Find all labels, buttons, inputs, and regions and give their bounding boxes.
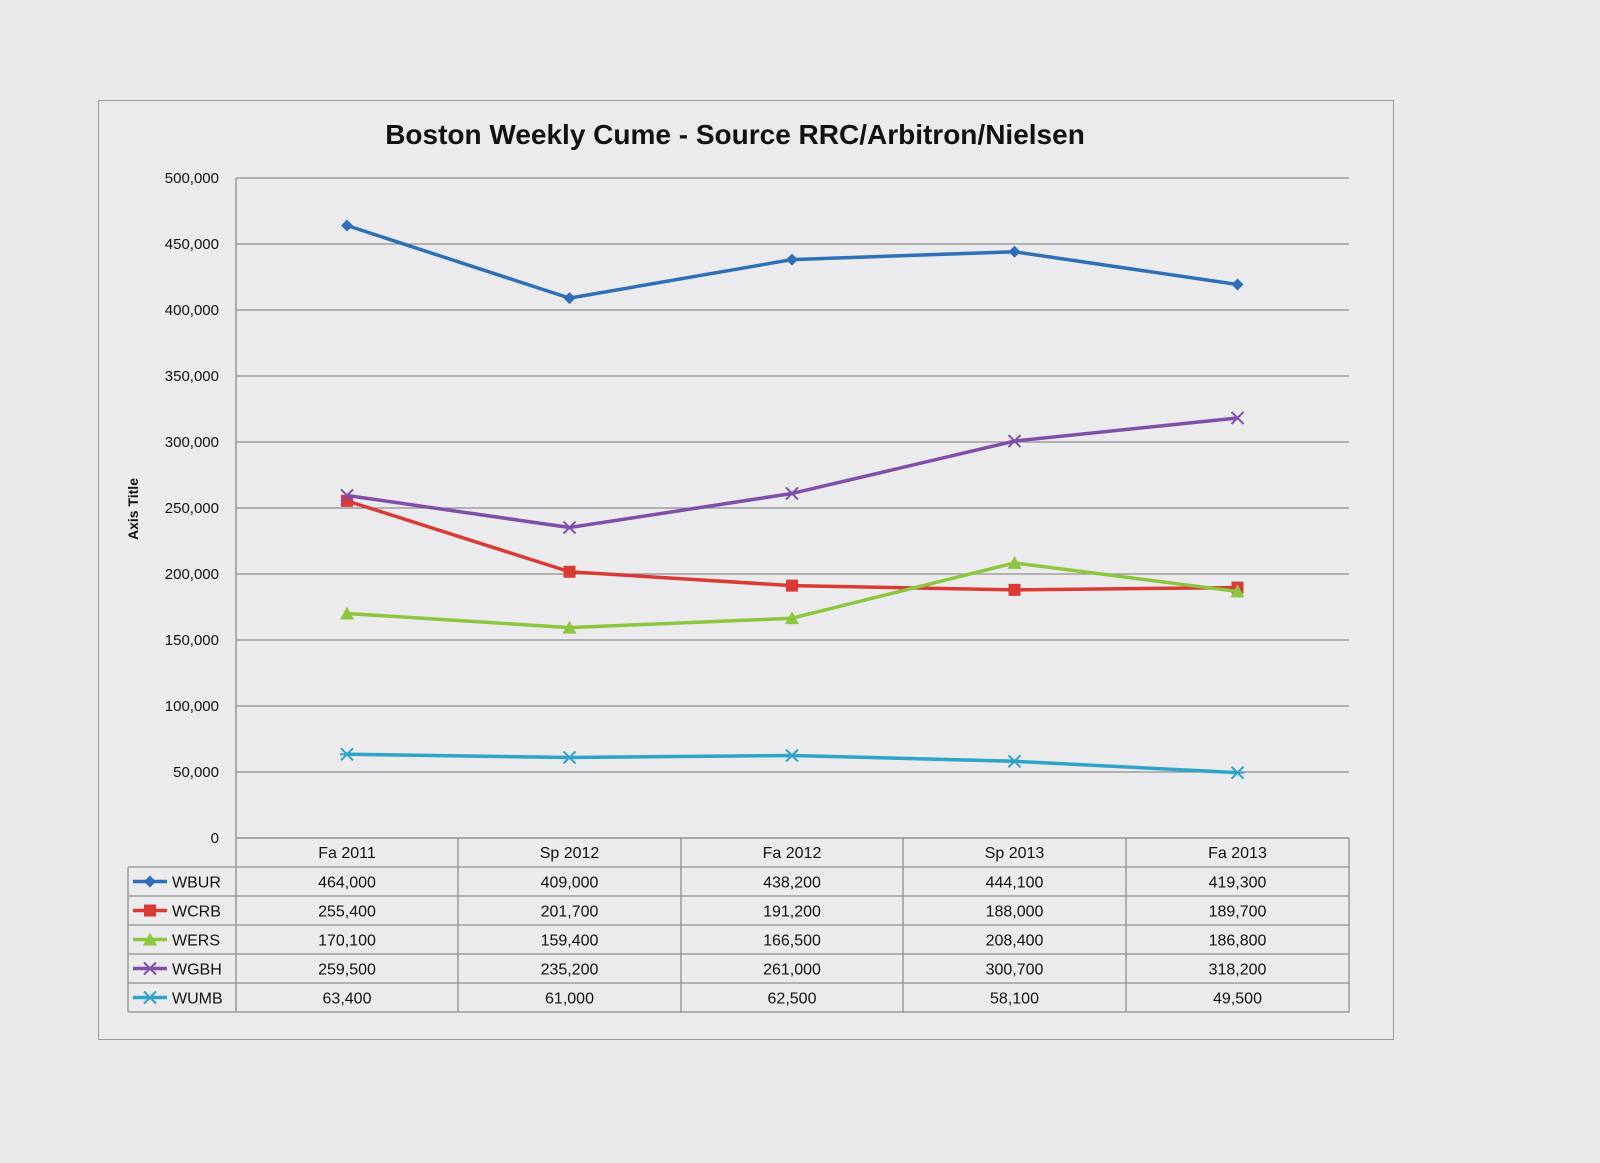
table-cell-value: 58,100 bbox=[990, 991, 1039, 1008]
table-cell-value: 419,300 bbox=[1209, 875, 1267, 892]
table-cell-value: 186,800 bbox=[1209, 933, 1267, 950]
table-cell-value: 62,500 bbox=[768, 991, 817, 1008]
legend-series-name: WUMB bbox=[172, 991, 223, 1008]
data-point-wbur bbox=[1231, 278, 1244, 291]
table-cell-value: 255,400 bbox=[318, 904, 376, 921]
table-cell-value: 159,400 bbox=[541, 933, 599, 950]
table-cell-value: 189,700 bbox=[1209, 904, 1267, 921]
y-tick-label: 50,000 bbox=[173, 764, 219, 781]
table-cell-value: 191,200 bbox=[763, 904, 821, 921]
data-point-wcrb bbox=[563, 565, 576, 578]
legend-series-name: WBUR bbox=[172, 875, 221, 892]
data-point-wers bbox=[1230, 584, 1245, 598]
data-point-wcrb bbox=[1008, 583, 1021, 596]
data-point-wbur bbox=[1008, 245, 1021, 258]
line-chart: Boston Weekly Cume - Source RRC/Arbitron… bbox=[125, 119, 1350, 1013]
y-tick-label: 0 bbox=[211, 830, 219, 847]
data-point-wumb bbox=[1230, 765, 1245, 780]
legend-key-marker bbox=[144, 875, 156, 888]
y-tick-label: 250,000 bbox=[165, 500, 219, 517]
table-cell-value: 438,200 bbox=[763, 875, 821, 892]
x-category-label: Sp 2012 bbox=[540, 845, 600, 862]
data-point-wgbh bbox=[562, 520, 577, 535]
table-cell-value: 61,000 bbox=[545, 991, 594, 1008]
data-point-wumb bbox=[1007, 754, 1022, 769]
data-point-wers bbox=[785, 611, 799, 625]
table-cell-value: 63,400 bbox=[323, 991, 372, 1008]
series-lines bbox=[340, 219, 1245, 780]
data-table: Fa 2011 Sp 2012 Fa 2012 Sp 2013 Fa 2013 WBUR 4… bbox=[127, 837, 1350, 1013]
legend-series-name: WCRB bbox=[172, 904, 221, 921]
data-point-wumb bbox=[785, 748, 799, 763]
data-point-wumb bbox=[562, 750, 577, 765]
table-cell-value: 188,000 bbox=[986, 904, 1044, 921]
data-point-wcrb bbox=[786, 579, 798, 592]
table-cell-value: 235,200 bbox=[541, 962, 599, 979]
legend-key-marker bbox=[143, 961, 157, 976]
y-tick-label: 150,000 bbox=[165, 632, 219, 649]
data-point-wers bbox=[562, 620, 577, 634]
chart-title: Boston Weekly Cume - Source RRC/Arbitron… bbox=[385, 119, 1085, 150]
legend-key-marker bbox=[143, 990, 157, 1005]
series-line-wgbh bbox=[346, 416, 1238, 530]
table-cell-value: 464,000 bbox=[318, 875, 376, 892]
table-cell-value: 201,700 bbox=[541, 904, 599, 921]
series-wumb bbox=[340, 747, 1245, 780]
table-cell-value: 444,100 bbox=[986, 875, 1044, 892]
data-point-wumb bbox=[340, 747, 354, 762]
y-axis-title: Axis Title bbox=[125, 478, 141, 540]
table-cell-value: 259,500 bbox=[318, 962, 376, 979]
data-point-wbur bbox=[563, 292, 576, 305]
x-category-label: Fa 2011 bbox=[318, 845, 376, 862]
legend-key-marker bbox=[144, 904, 156, 917]
y-tick-label: 400,000 bbox=[165, 302, 219, 319]
data-point-wbur bbox=[341, 219, 353, 232]
legend-key-marker bbox=[143, 932, 157, 946]
table-cell-value: 300,700 bbox=[986, 962, 1044, 979]
table-cell-value: 166,500 bbox=[763, 933, 821, 950]
data-point-wgbh bbox=[1007, 434, 1022, 448]
data-point-wbur bbox=[786, 253, 798, 266]
y-tick-label: 500,000 bbox=[165, 170, 219, 187]
series-wbur bbox=[341, 219, 1244, 305]
y-tick-label: 200,000 bbox=[165, 566, 219, 583]
y-tick-label: 450,000 bbox=[165, 236, 219, 253]
data-point-wers bbox=[1007, 555, 1022, 569]
table-cell-value: 170,100 bbox=[318, 933, 376, 950]
table-cell-value: 261,000 bbox=[763, 962, 821, 979]
chart-frame: Boston Weekly Cume - Source RRC/Arbitron… bbox=[98, 100, 1394, 1040]
data-point-wers bbox=[340, 606, 354, 620]
data-point-wgbh bbox=[785, 486, 799, 501]
series-wers bbox=[340, 555, 1245, 634]
series-wcrb bbox=[341, 494, 1244, 596]
data-point-wgbh bbox=[340, 488, 354, 503]
series-wgbh bbox=[340, 411, 1245, 535]
data-point-wgbh bbox=[1230, 411, 1245, 425]
y-axis-ticks: 0 50,000 100,000 150,000 200,000 250,000 300,0… bbox=[165, 170, 219, 847]
legend-series-name: WGBH bbox=[172, 962, 222, 979]
y-tick-label: 300,000 bbox=[165, 434, 219, 451]
table-cell-value: 208,400 bbox=[986, 933, 1044, 950]
table-cell-value: 318,200 bbox=[1209, 962, 1267, 979]
legend-series-name: WERS bbox=[172, 933, 220, 950]
x-category-label: Sp 2013 bbox=[985, 845, 1045, 862]
x-category-label: Fa 2012 bbox=[763, 845, 822, 862]
y-tick-label: 350,000 bbox=[165, 368, 219, 385]
table-cell-value: 49,500 bbox=[1213, 991, 1262, 1008]
gridlines bbox=[235, 177, 1349, 839]
y-tick-label: 100,000 bbox=[165, 698, 219, 715]
x-category-label: Fa 2013 bbox=[1208, 845, 1267, 862]
table-cell-value: 409,000 bbox=[541, 875, 599, 892]
